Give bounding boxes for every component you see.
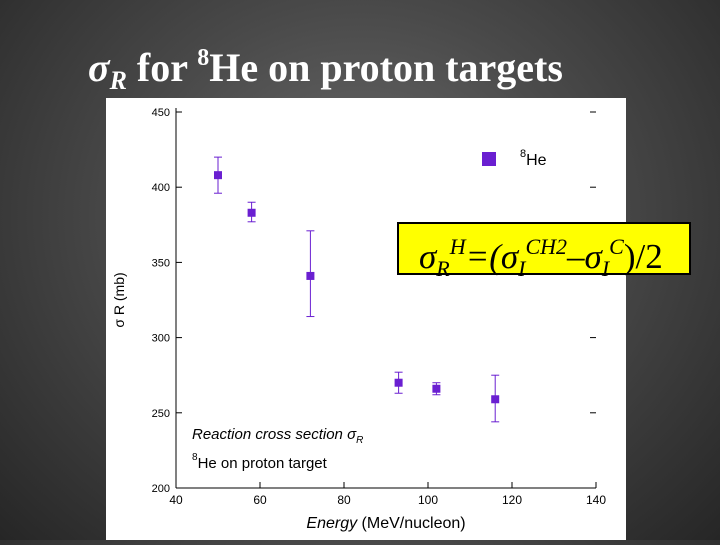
title-for: for <box>126 45 198 90</box>
legend-marker <box>482 152 496 166</box>
data-point <box>432 384 441 393</box>
y-tick-label: 400 <box>152 182 170 194</box>
y-axis-label: σ R (mb) <box>111 272 127 327</box>
plot-panel: 200 250 300 350 400 450 40 60 80 100 120 140 Energy … <box>106 98 626 540</box>
y-tick-label: 300 <box>152 333 170 345</box>
x-tick-label: 100 <box>418 493 438 507</box>
data-point <box>214 171 222 180</box>
x-tick-label: 140 <box>586 493 606 507</box>
x-tick-label: 80 <box>337 493 351 507</box>
annotation-line1: Reaction cross section σR <box>192 426 363 446</box>
formula-sub-i2: I <box>601 256 610 281</box>
formula-sub-r: R <box>436 256 450 281</box>
chart: 200 250 300 350 400 450 40 60 80 100 120 140 Energy … <box>111 107 606 532</box>
slide-title: σR for 8He on proton targets <box>88 44 563 96</box>
formula-tail: )/2 <box>623 237 663 276</box>
data-point <box>491 395 500 404</box>
formula-box: σRH=(σICH2–σIC)/2 <box>397 222 691 281</box>
formula-sup-h: H <box>449 234 466 259</box>
x-tick-label: 40 <box>169 493 183 507</box>
y-tick-label: 450 <box>152 107 170 119</box>
formula-minus: –σ <box>567 237 602 276</box>
y-tick-label: 250 <box>152 408 170 420</box>
title-subscript: R <box>109 66 127 95</box>
title-sigma: σ <box>88 45 110 90</box>
x-tick-label: 60 <box>253 493 267 507</box>
formula-sigma-r: σ <box>419 237 437 276</box>
formula-sup-c: C <box>609 234 624 259</box>
annotation-line2: 8He on proton target <box>192 452 328 472</box>
data-point <box>247 208 256 217</box>
y-tick-label: 200 <box>152 483 170 495</box>
title-isotope-mass: 8 <box>197 45 210 71</box>
formula-eq: =(σ <box>465 237 519 276</box>
x-tick-label: 120 <box>502 493 522 507</box>
legend-label: 8He <box>520 148 547 169</box>
data-point <box>394 378 403 387</box>
y-tick-label: 350 <box>152 257 170 269</box>
title-rest: He on proton targets <box>209 45 563 90</box>
formula-sub-i1: I <box>518 256 526 281</box>
formula-sup-ch2: CH2 <box>525 234 568 259</box>
x-axis-label: Energy (MeV/nucleon) <box>306 515 465 532</box>
data-point <box>306 271 315 280</box>
